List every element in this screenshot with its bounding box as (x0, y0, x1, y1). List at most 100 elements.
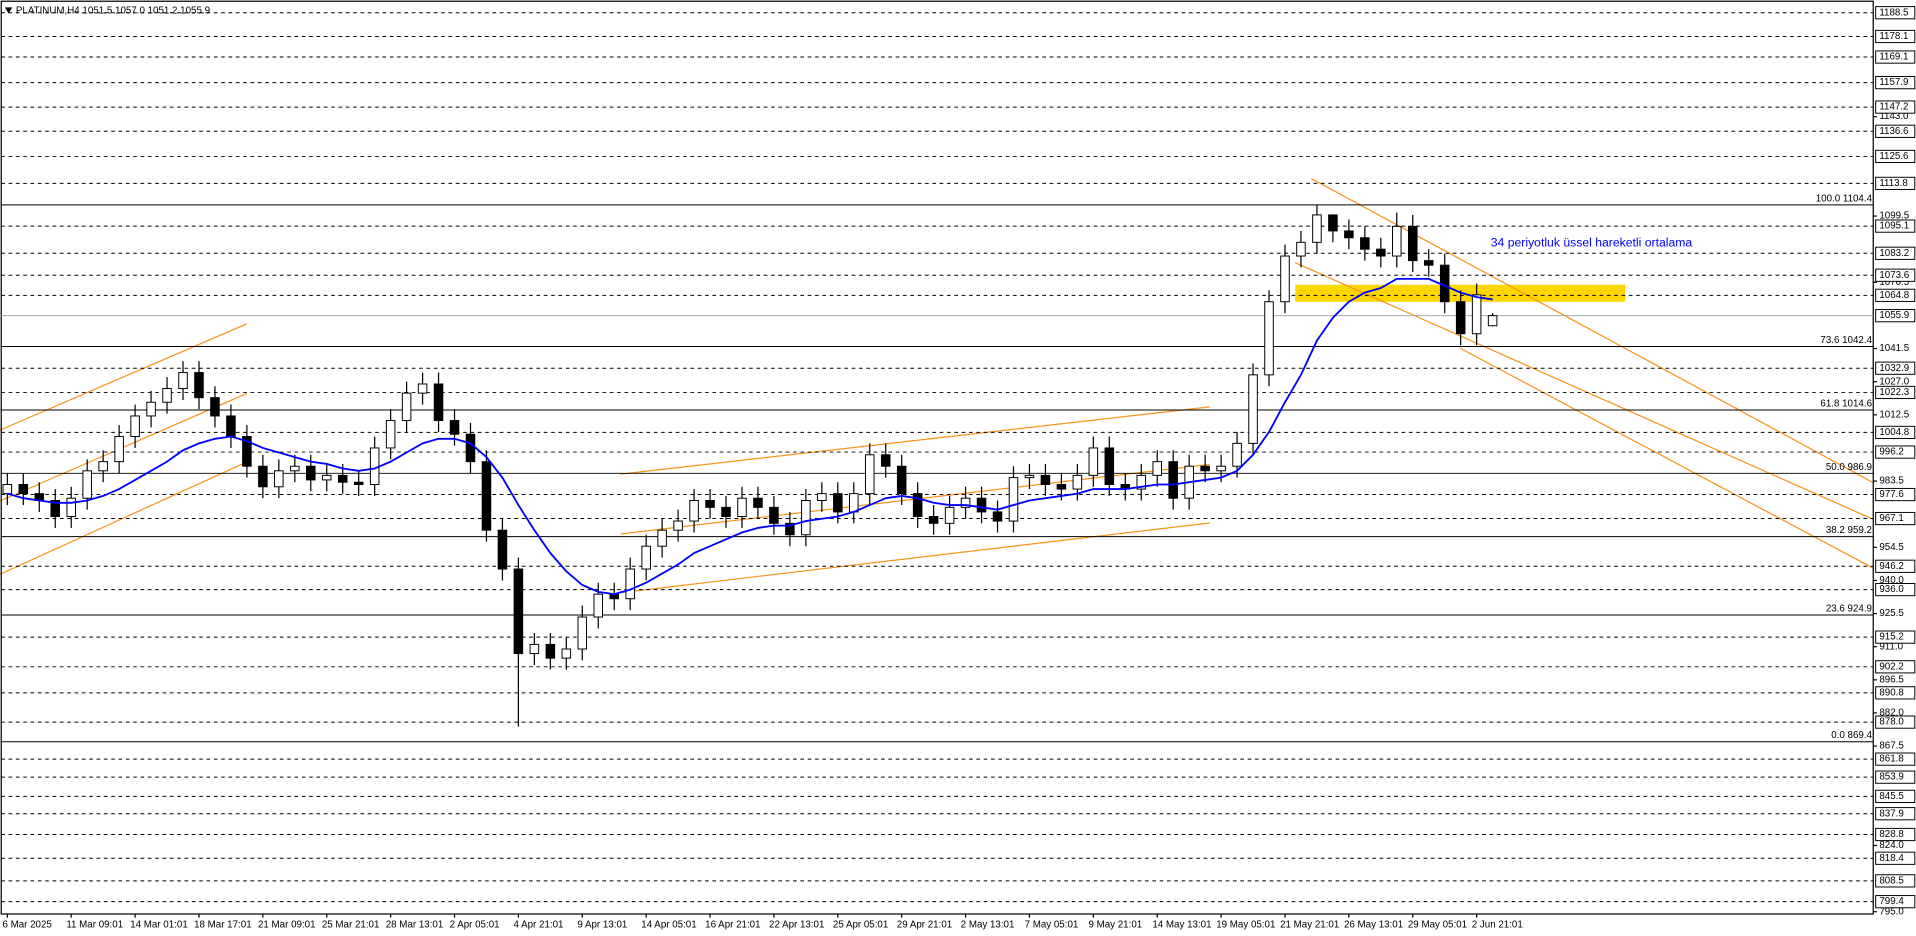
candle-body (673, 520, 683, 531)
level-label: 1169.1 (1879, 52, 1908, 63)
candle-body (385, 420, 396, 449)
fib-label: 100.0 1104.4 (1816, 193, 1873, 204)
candle-body (1487, 315, 1498, 327)
annotation: 34 periyotluk üssel hareketli ortalama (1491, 235, 1693, 249)
y-tick-label: 954.5 (1879, 542, 1904, 553)
level-box (1875, 50, 1916, 64)
candle-body (864, 454, 875, 495)
level-box (1875, 149, 1916, 164)
candle-body (417, 383, 428, 394)
candle-body (753, 497, 763, 508)
candle-body (785, 522, 795, 536)
candle-body (513, 568, 524, 655)
level-label: 1147.2 (1879, 102, 1908, 113)
candle-body (1360, 237, 1370, 250)
y-tick-label: 1041.5 (1879, 343, 1909, 354)
candle-body (657, 529, 667, 547)
level-box (1875, 176, 1916, 190)
candle-body (497, 529, 508, 570)
x-tick-label: 2 Apr 05:01 (450, 920, 500, 931)
candle-body (817, 493, 827, 501)
candle-body (625, 568, 635, 600)
level-box (1875, 219, 1916, 233)
level-label: 977.6 (1879, 489, 1903, 500)
level-box (1875, 630, 1916, 644)
channel-line (620, 522, 1210, 594)
candle-body (18, 484, 29, 495)
candle-body (1296, 241, 1306, 257)
x-tick-label: 9 Apr 13:01 (577, 920, 627, 931)
x-tick-label: 21 Mar 09:01 (258, 920, 316, 931)
candle-body (290, 465, 300, 472)
x-tick-label: 29 Apr 21:01 (897, 920, 952, 931)
candle-body (960, 497, 971, 508)
x-tick-label: 2 Jun 21:01 (1472, 920, 1523, 931)
level-box (1875, 582, 1916, 597)
candle-body (992, 511, 1003, 522)
level-label: 915.2 (1879, 632, 1903, 643)
candle-body (561, 648, 572, 659)
y-tick-label: 867.5 (1879, 741, 1904, 752)
candle-body (801, 500, 811, 536)
x-tick-label: 9 May 21:01 (1088, 920, 1142, 931)
candle-body (1376, 248, 1386, 257)
level-label: 799.4 (1879, 896, 1904, 907)
level-box (1875, 660, 1916, 674)
candle-body (1056, 484, 1067, 490)
candle-body (337, 474, 348, 483)
x-tick-label: 21 May 21:01 (1280, 920, 1339, 931)
level-label: 1188.5 (1879, 7, 1909, 18)
level-box (1875, 789, 1916, 803)
candle-body (98, 461, 108, 472)
y-tick-label: 983.5 (1879, 476, 1904, 487)
x-tick-label: 26 May 13:01 (1344, 920, 1403, 931)
x-tick-label: 6 Mar 2025 (2, 920, 52, 931)
candle-body (178, 372, 188, 390)
candle-body (1104, 447, 1115, 485)
candle-body (705, 500, 715, 508)
level-label: 845.5 (1879, 791, 1904, 802)
level-label: 936.0 (1879, 584, 1904, 595)
candle-body (1423, 260, 1434, 266)
candle-body (1072, 474, 1083, 490)
candle-body (274, 470, 284, 488)
candle-body (1328, 214, 1338, 232)
candle-body (194, 372, 204, 399)
candle-body (50, 500, 61, 517)
candle-body (130, 415, 140, 438)
candle-body (1312, 214, 1322, 243)
candle-body (689, 500, 699, 522)
level-label: 837.9 (1879, 808, 1903, 819)
level-box (1875, 6, 1916, 20)
candle-body (114, 436, 124, 463)
x-tick-label: 14 May 13:01 (1152, 920, 1211, 931)
level-box (1875, 76, 1916, 90)
candle-body (849, 493, 859, 513)
candle-body (769, 506, 779, 524)
level-box (1875, 752, 1916, 766)
candle-body (737, 497, 747, 517)
y-tick-label: 896.5 (1879, 674, 1904, 685)
channel-line (0, 323, 248, 431)
candle-body (242, 436, 252, 467)
level-box (1875, 895, 1916, 909)
candle-body (1008, 477, 1019, 522)
candle-body (481, 461, 492, 531)
candle-body (1471, 294, 1482, 335)
x-tick-label: 14 Mar 01:01 (130, 920, 188, 931)
candle-body (1088, 447, 1099, 476)
level-box (1875, 827, 1916, 842)
level-label: 946.2 (1879, 561, 1903, 572)
level-box (1875, 361, 1916, 375)
level-box (1875, 487, 1916, 502)
candle-body (721, 506, 731, 517)
candle-body (465, 433, 476, 463)
level-box (1875, 445, 1916, 459)
y-tick-label: 882.0 (1879, 708, 1904, 719)
candle-body (1264, 301, 1274, 376)
y-tick-label: 1070.5 (1879, 277, 1909, 288)
fib-label: 73.6 1042.4 (1820, 335, 1872, 346)
symbol-arrow (4, 7, 13, 14)
candle-body (1040, 474, 1051, 485)
level-box (1875, 246, 1916, 260)
